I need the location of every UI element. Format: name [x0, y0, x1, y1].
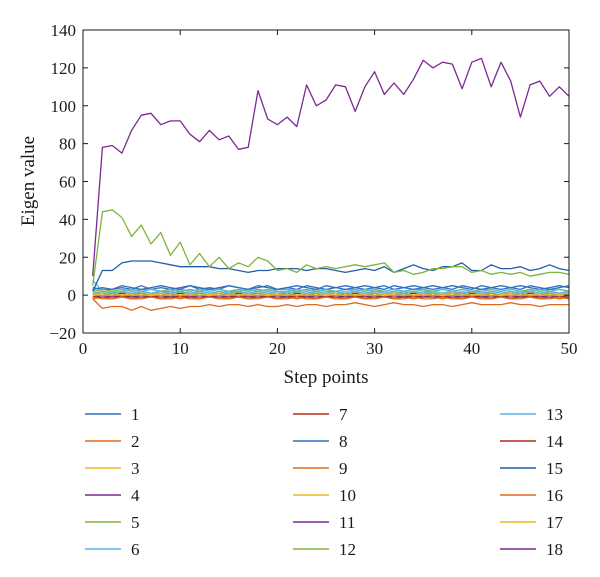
series-line-13 [92, 290, 570, 294]
y-tick-label: 140 [51, 21, 77, 40]
x-tick-label: 20 [269, 339, 286, 358]
series-line-16 [92, 296, 570, 300]
y-tick-label: 60 [59, 173, 76, 192]
legend-label-14: 14 [546, 432, 564, 451]
y-tick-label: 40 [59, 210, 76, 229]
y-tick-label: 20 [59, 248, 76, 267]
y-tick-label: −20 [49, 324, 76, 343]
series-line-6 [92, 279, 570, 294]
legend-label-6: 6 [131, 540, 140, 559]
legend-label-17: 17 [546, 513, 564, 532]
y-tick-label: 120 [51, 59, 77, 78]
legend-label-11: 11 [339, 513, 355, 532]
series-layer [92, 57, 570, 311]
legend-label-1: 1 [131, 405, 140, 424]
series-line-9 [92, 298, 569, 311]
legend-label-12: 12 [339, 540, 356, 559]
y-tick-label: 80 [59, 135, 76, 154]
legend-label-4: 4 [131, 486, 140, 505]
x-axis-title: Step points [284, 367, 369, 388]
series-line-8 [92, 285, 570, 291]
legend-label-9: 9 [339, 459, 348, 478]
legend-label-10: 10 [339, 486, 356, 505]
legend-label-8: 8 [339, 432, 348, 451]
legend-label-18: 18 [546, 540, 563, 559]
y-tick-label: 0 [68, 286, 77, 305]
x-tick-label: 0 [79, 339, 88, 358]
series-line-18 [92, 57, 570, 277]
y-tick-label: 100 [51, 97, 77, 116]
legend-label-2: 2 [131, 432, 140, 451]
x-tick-label: 10 [172, 339, 189, 358]
legend-label-15: 15 [546, 459, 563, 478]
x-tick-label: 30 [366, 339, 383, 358]
legend-label-7: 7 [339, 405, 348, 424]
x-tick-label: 40 [463, 339, 480, 358]
legend-label-5: 5 [131, 513, 140, 532]
legend-label-16: 16 [546, 486, 563, 505]
series-line-15 [92, 260, 570, 292]
legend-label-3: 3 [131, 459, 140, 478]
x-tick-label: 50 [561, 339, 578, 358]
series-line-extra-18 [92, 209, 570, 286]
legend-label-13: 13 [546, 405, 563, 424]
y-axis-title: Eigen value [18, 136, 39, 226]
